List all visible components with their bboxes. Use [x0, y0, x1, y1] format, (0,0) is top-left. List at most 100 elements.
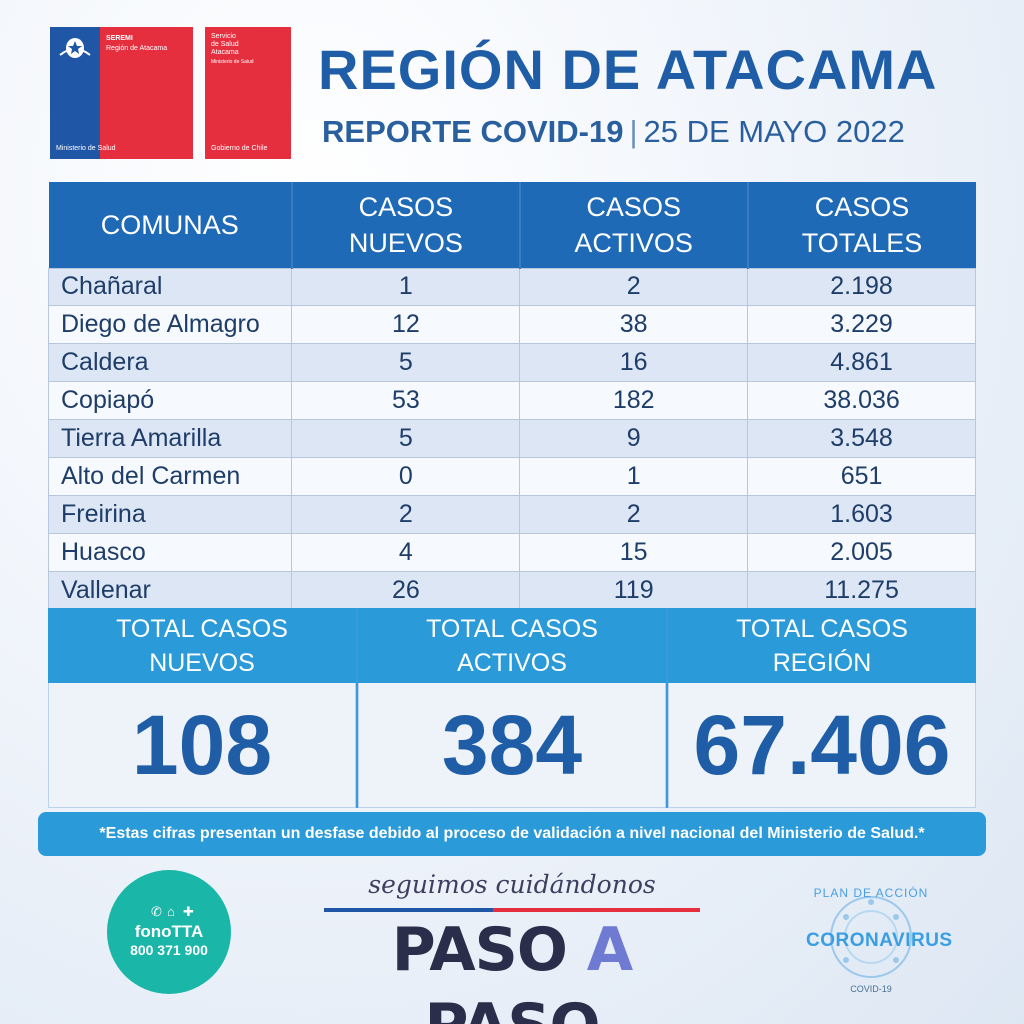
- phone-icon: ✆: [151, 904, 162, 919]
- hospital-icon: ✚: [183, 904, 194, 919]
- total-activos-label-1: TOTAL CASOS: [426, 615, 598, 643]
- fonotta-number: 800 371 900: [130, 942, 208, 958]
- cell-comuna: Caldera: [47, 343, 293, 383]
- paso-a-paso-logo: seguimos cuidándonos PASO A PASO: [320, 868, 704, 1024]
- table-row: Vallenar 26 119 11.275: [47, 570, 976, 610]
- table-row: Huasco 4 15 2.005: [47, 532, 976, 572]
- total-activos-label-2: ACTIVOS: [457, 649, 567, 677]
- seremi-footer: Ministerio de Salud: [56, 145, 116, 152]
- table-row: Freirina 2 2 1.603: [47, 494, 976, 534]
- total-activos: TOTAL CASOS ACTIVOS 384: [358, 608, 668, 808]
- table-row: Chañaral 1 2 2.198: [47, 267, 976, 307]
- total-region: TOTAL CASOS REGIÓN 67.406: [668, 608, 976, 808]
- seremi-title: SEREMI: [106, 35, 133, 42]
- cell-activos: 119: [519, 570, 749, 610]
- cell-totales: 38.036: [747, 381, 976, 421]
- cell-totales: 1.603: [747, 494, 976, 534]
- cell-activos: 38: [519, 305, 749, 345]
- cell-comuna: Diego de Almagro: [47, 305, 293, 345]
- totals-panel: TOTAL CASOS NUEVOS 108 TOTAL CASOS ACTIV…: [48, 608, 976, 808]
- table-row: Caldera 5 16 4.861: [47, 343, 976, 383]
- cell-activos: 9: [519, 419, 749, 458]
- paso-word-1: PASO: [391, 915, 568, 985]
- cell-nuevos: 26: [291, 570, 521, 610]
- header-casos-nuevos: CASOS NUEVOS: [291, 182, 521, 268]
- table-header-row: COMUNAS CASOS NUEVOS CASOS ACTIVOS CASOS…: [48, 182, 976, 268]
- total-nuevos-value: 108: [48, 683, 356, 808]
- fonotta-badge: ✆ ⌂ ✚ fonoTTA 800 371 900: [107, 870, 231, 994]
- cell-activos: 2: [519, 267, 749, 307]
- servicio-footer: Gobierno de Chile: [211, 145, 268, 152]
- cell-totales: 11.275: [747, 570, 976, 610]
- logos: SEREMI Región de Atacama Ministerio de S…: [50, 27, 291, 159]
- plan-label: PLAN DE ACCIÓN: [813, 886, 929, 900]
- page-title: REGIÓN DE ATACAMA: [318, 38, 938, 101]
- table-row: Diego de Almagro 12 38 3.229: [47, 305, 976, 345]
- cell-comuna: Copiapó: [47, 381, 293, 421]
- header-casos-totales: CASOS TOTALES: [747, 182, 976, 268]
- coronavirus-label: CORONAVIRUS: [806, 930, 953, 951]
- cell-nuevos: 5: [291, 343, 521, 383]
- servicio-line2: de Salud: [211, 41, 239, 48]
- virus-icon: [830, 896, 912, 978]
- cell-totales: 3.548: [747, 419, 976, 458]
- cell-nuevos: 4: [291, 532, 521, 572]
- cell-comuna: Tierra Amarilla: [47, 419, 293, 458]
- report-label: REPORTE COVID-19: [322, 114, 624, 149]
- servicio-line3: Atacama: [211, 49, 239, 56]
- cell-totales: 4.861: [747, 343, 976, 383]
- cell-comuna: Huasco: [47, 532, 293, 572]
- flag-bar: [324, 908, 700, 912]
- cell-comuna: Chañaral: [47, 267, 293, 307]
- paso-word-a: A: [586, 915, 633, 985]
- total-region-label-2: REGIÓN: [772, 649, 872, 677]
- total-activos-value: 384: [358, 683, 666, 808]
- cell-totales: 651: [747, 456, 976, 496]
- cell-activos: 16: [519, 343, 749, 383]
- cell-nuevos: 5: [291, 419, 521, 458]
- cell-activos: 182: [519, 381, 749, 421]
- total-nuevos-label-1: TOTAL CASOS: [116, 615, 288, 643]
- servicio-line4: Ministerio de Salud: [211, 59, 254, 65]
- servicio-line1: Servicio: [211, 33, 236, 40]
- total-region-value: 67.406: [668, 683, 976, 808]
- cell-activos: 15: [519, 532, 749, 572]
- separator: |: [629, 114, 638, 149]
- cell-activos: 1: [519, 456, 749, 496]
- total-region-label-1: TOTAL CASOS: [736, 615, 908, 643]
- cell-comuna: Alto del Carmen: [47, 456, 293, 496]
- header-casos-activos: CASOS ACTIVOS: [519, 182, 749, 268]
- home-icon: ⌂: [167, 904, 175, 919]
- total-nuevos: TOTAL CASOS NUEVOS 108: [48, 608, 358, 808]
- paso-word-2: PASO: [424, 991, 600, 1024]
- cell-totales: 2.005: [747, 532, 976, 572]
- header-comunas: COMUNAS: [48, 182, 293, 268]
- fonotta-name: fonoTTA: [134, 922, 204, 941]
- cell-totales: 2.198: [747, 267, 976, 307]
- cell-nuevos: 1: [291, 267, 521, 307]
- disclaimer-note: *Estas cifras presentan un desfase debid…: [38, 812, 986, 856]
- cell-comuna: Vallenar: [47, 570, 293, 610]
- paso-a-paso-text: PASO A PASO: [320, 912, 704, 1024]
- covid19-label: COVID-19: [850, 984, 892, 994]
- cell-totales: 3.229: [747, 305, 976, 345]
- cell-nuevos: 53: [291, 381, 521, 421]
- total-nuevos-label-2: NUEVOS: [149, 649, 255, 677]
- cell-comuna: Freirina: [47, 494, 293, 534]
- table-row: Tierra Amarilla 5 9 3.548: [47, 419, 976, 458]
- slogan: seguimos cuidándonos: [368, 870, 656, 899]
- page-subtitle: REPORTE COVID-19 | 25 DE MAYO 2022: [322, 112, 905, 152]
- report-date: 25 DE MAYO 2022: [643, 114, 905, 149]
- cases-table: COMUNAS CASOS NUEVOS CASOS ACTIVOS CASOS…: [47, 182, 976, 610]
- cell-nuevos: 0: [291, 456, 521, 496]
- coat-of-arms-icon: [59, 38, 91, 58]
- table-row: Alto del Carmen 0 1 651: [47, 456, 976, 496]
- seremi-subtitle: Región de Atacama: [106, 45, 168, 52]
- seremi-logo: SEREMI Región de Atacama Ministerio de S…: [50, 27, 193, 159]
- servicio-salud-logo: Servicio de Salud Atacama Ministerio de …: [205, 27, 291, 159]
- cell-nuevos: 12: [291, 305, 521, 345]
- table-row: Copiapó 53 182 38.036: [47, 381, 976, 421]
- plan-coronavirus-logo: PLAN DE ACCIÓN CORONAVIRUS COVID-19: [806, 872, 953, 1002]
- cell-activos: 2: [519, 494, 749, 534]
- cell-nuevos: 2: [291, 494, 521, 534]
